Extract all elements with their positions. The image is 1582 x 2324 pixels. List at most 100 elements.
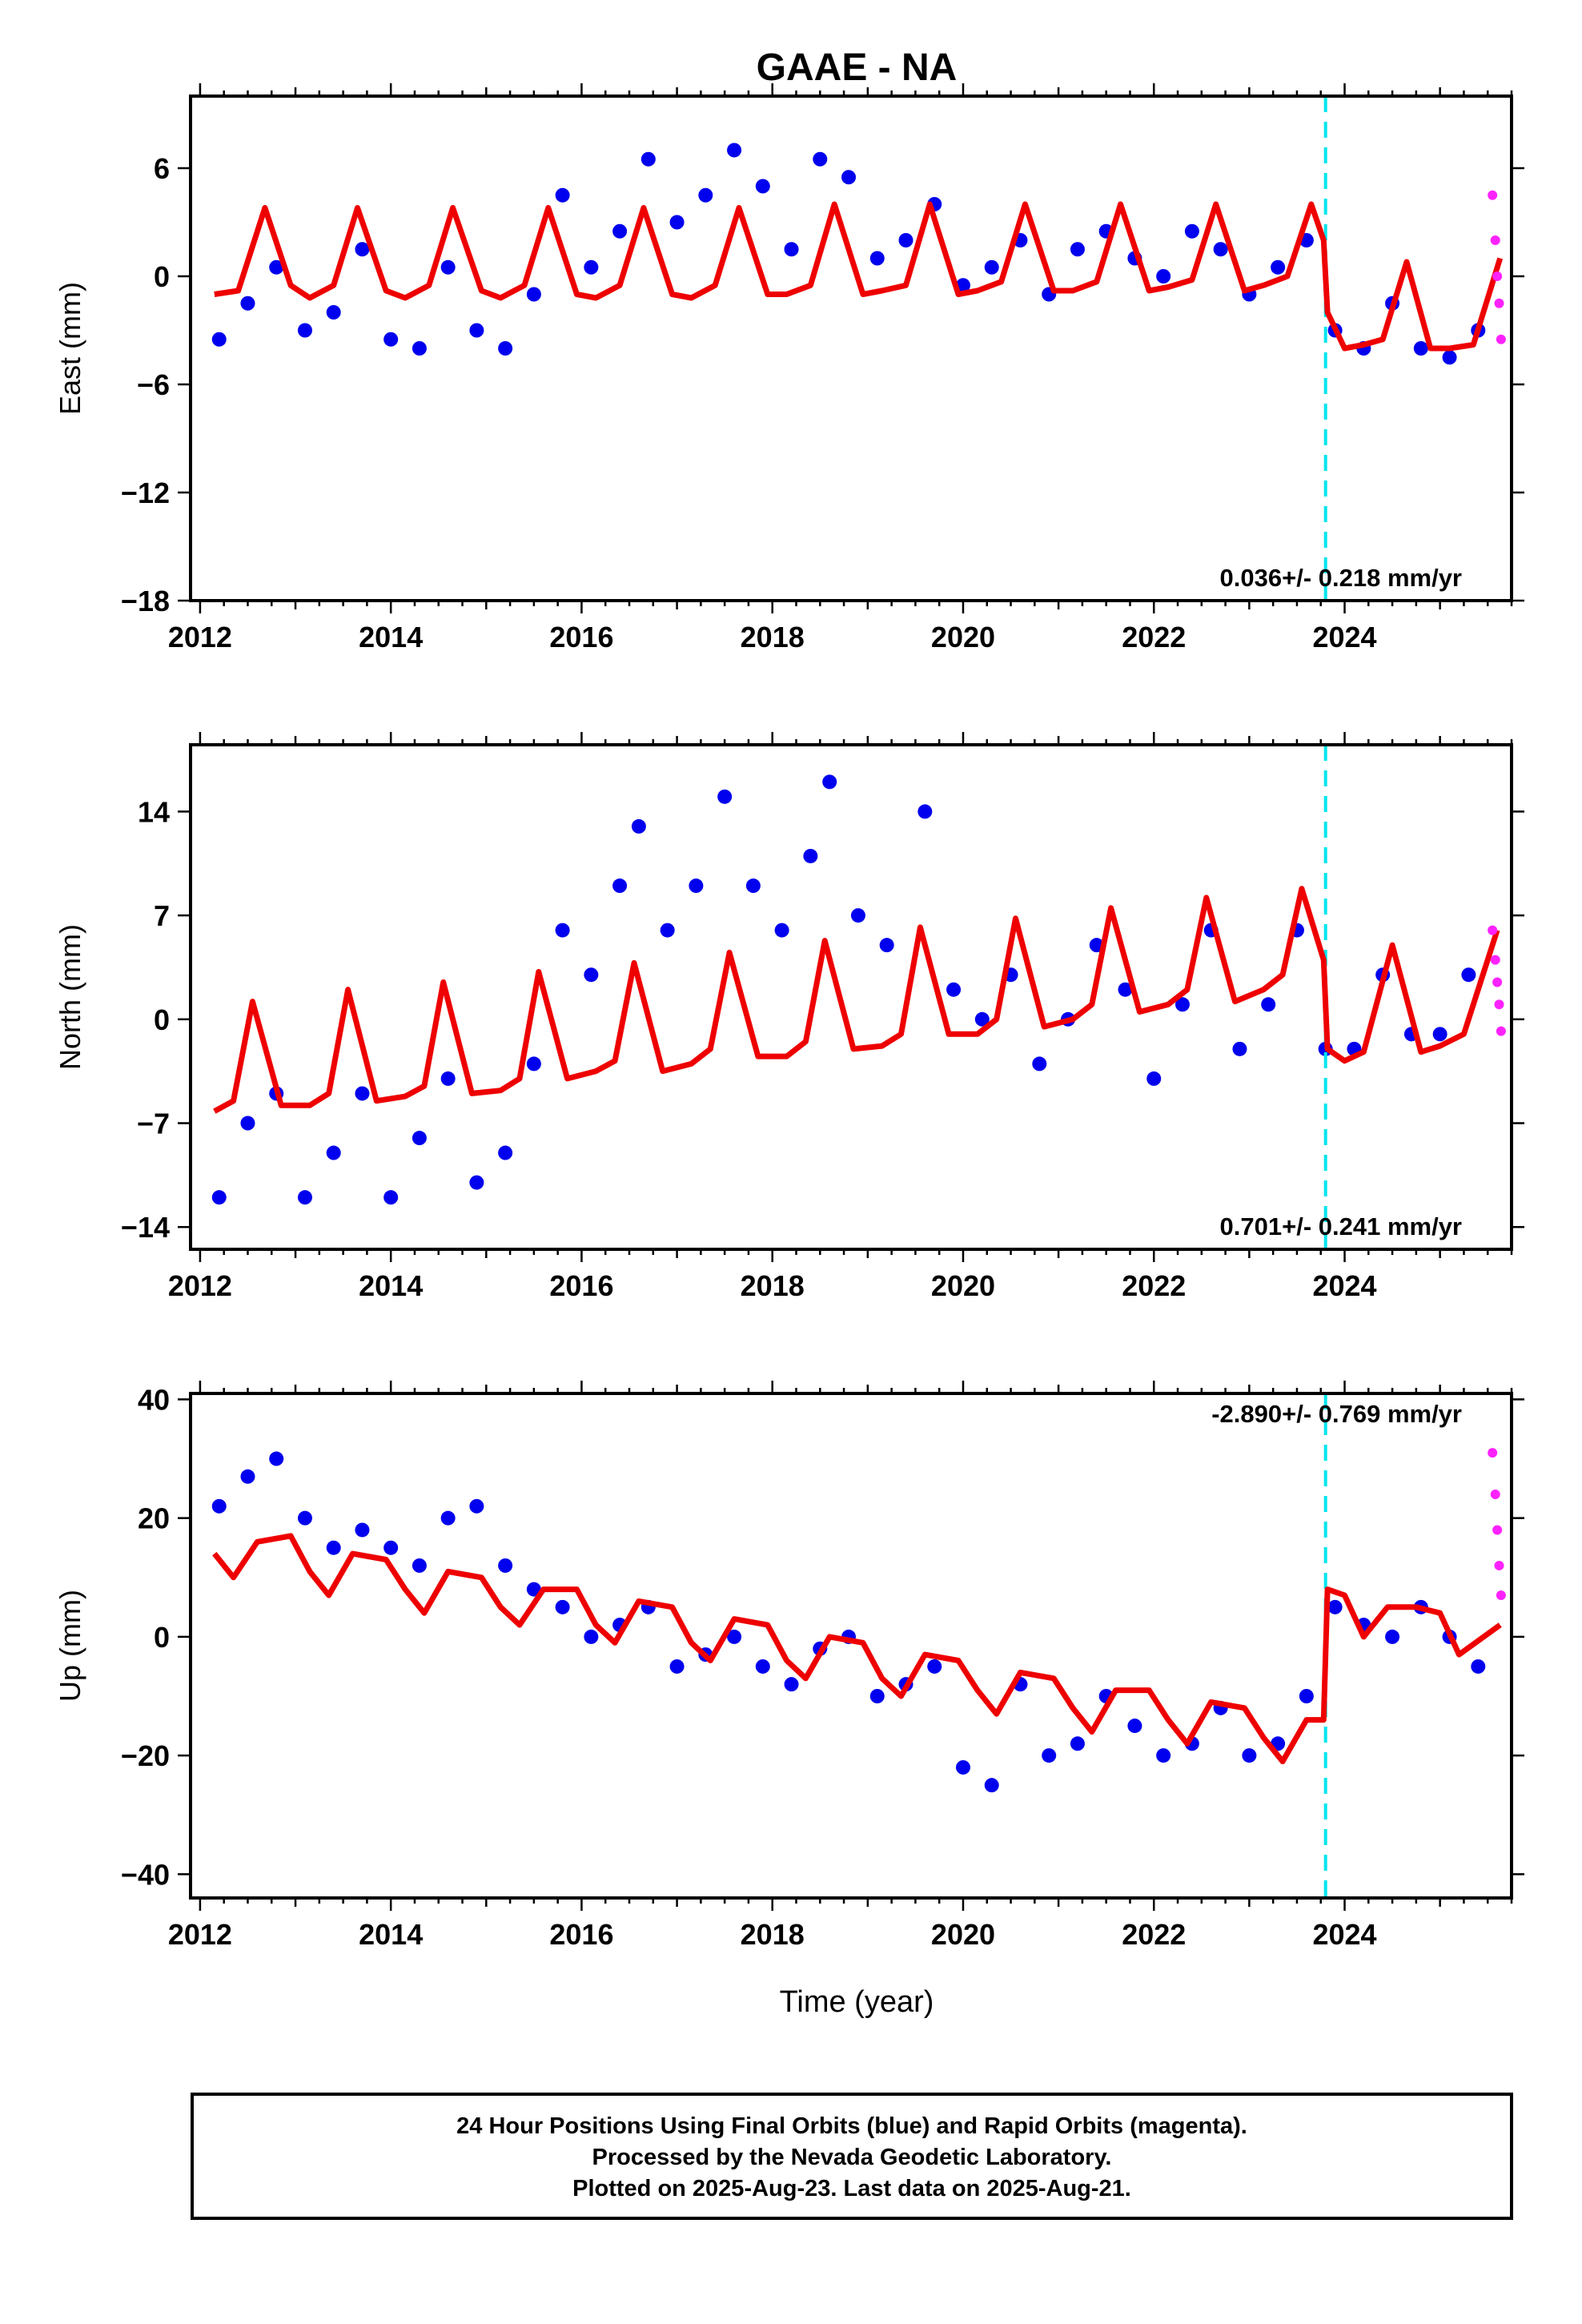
final-orbit-point: [1042, 1748, 1057, 1763]
x-tick-label: 2024: [1312, 1918, 1376, 1951]
final-orbit-point: [898, 233, 913, 247]
final-orbit-point: [240, 296, 255, 311]
final-orbit-point: [869, 251, 885, 266]
plot-frame: [189, 743, 1513, 1251]
rapid-orbit-point: [1496, 1026, 1506, 1036]
rapid-orbit-point: [1488, 190, 1498, 200]
x-tick-label: 2024: [1312, 1269, 1376, 1302]
final-orbit-point: [526, 1582, 541, 1597]
east-panel: 2012 2014 2016 2018 2020 2022 2024 6 0 −6 −12 −18 Ea…: [54, 83, 1524, 653]
final-orbit-point: [927, 1659, 942, 1674]
y-tick-label: 0: [154, 260, 170, 293]
model-fit-line: [214, 201, 1504, 352]
final-orbit-point: [869, 1689, 885, 1703]
final-orbit-point: [955, 1759, 970, 1775]
final-orbit-point: [555, 187, 570, 203]
final-orbit-point: [946, 982, 962, 997]
x-tick-label: 2018: [741, 1918, 805, 1951]
final-orbit-point: [412, 1558, 427, 1573]
rapid-orbit-point: [1488, 1448, 1498, 1458]
final-orbit-point: [584, 259, 599, 275]
final-orbit-point: [211, 1190, 227, 1205]
final-orbit-point: [498, 1558, 513, 1573]
final-orbit-point: [745, 879, 761, 894]
final-orbit-point: [1070, 1736, 1085, 1751]
final-orbit-point: [784, 1677, 799, 1692]
final-orbit-point: [1032, 1056, 1047, 1072]
x-tick-label: 2020: [931, 621, 995, 653]
final-orbit-point: [440, 259, 456, 275]
final-orbit-point: [469, 1175, 484, 1190]
y-tick-label: 0: [154, 1621, 170, 1654]
final-orbit-point: [1461, 967, 1476, 983]
y-tick-label: −40: [121, 1858, 170, 1891]
final-orbit-point: [841, 170, 857, 185]
final-orbit-point: [469, 323, 484, 338]
final-orbit-point: [1471, 1659, 1486, 1674]
final-orbit-point: [269, 1451, 284, 1466]
final-orbit-point: [1156, 269, 1171, 283]
y-tick-label: 14: [138, 795, 170, 828]
rapid-orbit-point: [1490, 1490, 1500, 1499]
rapid-orbit-point: [1490, 955, 1500, 965]
final-orbit-point: [727, 143, 742, 158]
final-orbit-point: [326, 1540, 341, 1555]
x-axis-label: Time (year): [780, 1985, 934, 2019]
x-tick-label: 2022: [1122, 621, 1186, 653]
rate-label: 0.701+/- 0.241 mm/yr: [1220, 1212, 1462, 1240]
up-panel: 2012 2014 2016 2018 2020 2022 2024 40 20 0 −20 −40 U…: [54, 1381, 1524, 1951]
final-orbit-point: [803, 848, 818, 863]
final-orbit-point: [555, 1599, 570, 1614]
final-orbit-point: [1432, 1027, 1447, 1042]
rate-label: 0.036+/- 0.218 mm/yr: [1220, 564, 1462, 592]
x-tick-label: 2014: [359, 1918, 423, 1951]
rapid-orbit-point: [1496, 1590, 1506, 1600]
y-tick-label: −18: [121, 585, 170, 617]
x-tick-label: 2016: [549, 1269, 613, 1302]
final-orbit-point: [469, 1498, 484, 1514]
final-orbit-point: [326, 1145, 341, 1160]
final-orbit-point: [269, 259, 284, 275]
final-orbit-point: [698, 187, 713, 203]
final-orbit-point: [879, 938, 894, 953]
final-orbit-point: [612, 223, 628, 239]
final-orbit-point: [1174, 997, 1190, 1012]
final-orbit-point: [1146, 1071, 1162, 1086]
rapid-orbit-point: [1494, 1560, 1504, 1570]
x-tick-label: 2018: [741, 621, 805, 653]
y-tick-label: −14: [121, 1211, 170, 1244]
final-orbit-point: [326, 305, 341, 320]
final-orbit-point: [383, 1190, 399, 1205]
final-orbit-point: [974, 1011, 990, 1027]
plot-frame: [189, 94, 1513, 602]
final-orbit-point: [813, 151, 828, 167]
rapid-orbit-point: [1492, 977, 1503, 987]
x-tick-label: 2012: [168, 621, 232, 653]
x-tick-label: 2014: [359, 1269, 423, 1302]
rapid-orbit-point: [1496, 334, 1506, 344]
y-tick-label: 7: [154, 899, 170, 932]
plot-area: [211, 96, 1506, 601]
final-orbit-point: [1413, 341, 1428, 356]
final-orbit-point: [689, 879, 704, 894]
final-orbit-point: [211, 1498, 227, 1514]
plot-area: [211, 1393, 1506, 1898]
final-orbit-point: [297, 323, 312, 338]
final-orbit-point: [612, 879, 628, 894]
y-tick-label: −12: [121, 476, 170, 509]
final-orbit-point: [755, 1659, 770, 1674]
plot-frame: [189, 1392, 1513, 1900]
y-tick-label: 6: [154, 152, 170, 185]
final-orbit-point: [1327, 1599, 1343, 1614]
model-fit-line: [213, 886, 1500, 1114]
x-tick-label: 2016: [549, 1918, 613, 1951]
footer-box: [191, 2093, 1513, 2220]
x-tick-label: 2020: [931, 1269, 995, 1302]
footer-line-3: Plotted on 2025-Aug-23. Last data on 202…: [572, 2176, 1131, 2201]
final-orbit-point: [555, 923, 570, 938]
rapid-orbit-point: [1492, 271, 1503, 281]
final-orbit-point: [1232, 1041, 1247, 1056]
y-tick-label: −7: [137, 1108, 170, 1140]
final-orbit-point: [240, 1469, 255, 1484]
plot-area: [211, 745, 1506, 1249]
